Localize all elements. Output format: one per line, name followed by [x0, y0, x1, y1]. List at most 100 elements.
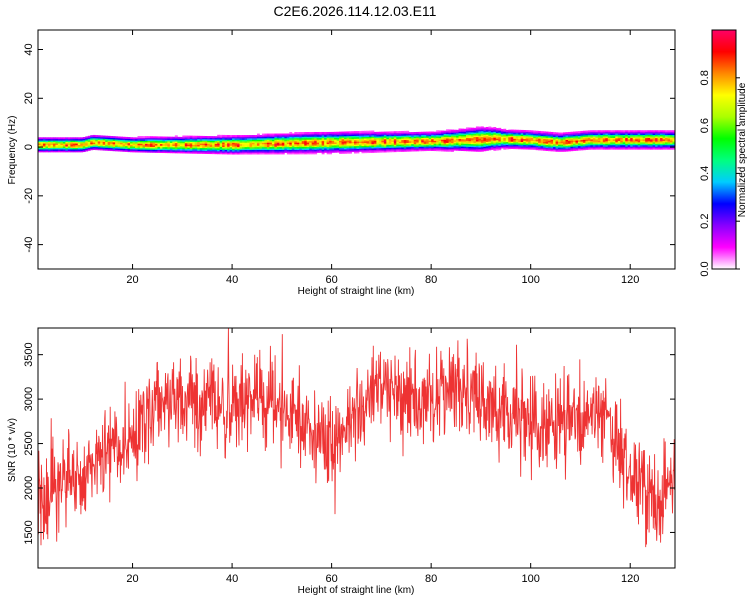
spectrogram-cell	[401, 147, 405, 149]
spectrogram-cell	[164, 146, 168, 149]
spectrogram-cell	[147, 149, 151, 152]
spectrogram-cell	[446, 133, 449, 136]
spectrogram-cell	[105, 143, 109, 145]
spectrogram-cell	[617, 140, 621, 143]
spectrogram-cell	[291, 152, 295, 155]
spectrogram-cell	[625, 144, 629, 147]
spectrogram-cell	[117, 140, 121, 143]
spectrogram-cell	[164, 151, 168, 154]
spectrogram-cell	[38, 143, 41, 146]
spectrogram-cell	[356, 138, 360, 141]
spectrogram-cell	[667, 134, 671, 137]
spectrogram-cell	[144, 140, 148, 143]
spectrogram-cell	[406, 141, 410, 143]
spectrogram-cell	[630, 131, 634, 134]
spectrogram-cell	[520, 132, 524, 135]
spectrogram-cell	[495, 145, 499, 148]
spectrogram-cell	[301, 142, 305, 145]
spectrogram-cell	[635, 134, 639, 137]
spectrogram-cell	[413, 132, 417, 134]
spectrogram-cell	[463, 143, 467, 146]
spectrogram-cell	[62, 146, 66, 148]
spectrogram-cell	[595, 140, 599, 143]
spectrogram-cell	[301, 152, 305, 155]
spectrogram-cell	[192, 144, 196, 147]
spectrogram-cell	[545, 141, 549, 144]
spectrogram-cell	[463, 146, 467, 149]
spectrogram-cell	[82, 150, 86, 153]
spectrogram-cell	[540, 135, 544, 138]
spectrogram-cell	[473, 143, 477, 146]
spectrogram-cell	[55, 138, 59, 141]
spectrogram-cell	[535, 138, 539, 140]
spectrogram-cell	[112, 143, 116, 146]
spectrogram-cell	[311, 146, 315, 149]
spectrogram-cell	[299, 133, 303, 136]
spectrogram-cell	[204, 152, 208, 154]
spectrogram-cell	[324, 131, 328, 134]
spectrogram-cell	[354, 145, 357, 148]
spectrogram-cell	[416, 142, 420, 145]
spectrogram-cell	[247, 142, 250, 145]
spectrogram-cell	[528, 143, 532, 146]
spectrogram-cell	[100, 135, 104, 138]
spectrogram-cell	[316, 150, 320, 153]
spectrogram-cell	[60, 140, 64, 143]
spectrogram-cell	[366, 146, 370, 149]
spectrogram-cell	[632, 139, 636, 141]
spectrogram-cell	[401, 142, 405, 145]
spectrogram-cell	[488, 148, 492, 151]
spectrogram-cell	[162, 149, 166, 152]
spectrogram-cell	[590, 134, 594, 137]
spectrogram-cell	[229, 136, 233, 139]
spectrogram-cell	[154, 150, 158, 153]
spectrogram-cell	[543, 148, 547, 151]
spectrogram-cell	[316, 133, 320, 136]
spectrogram-cell	[100, 138, 104, 141]
spectrogram-cell	[528, 138, 532, 141]
spectrogram-cell	[647, 136, 651, 138]
spectrogram-cell	[326, 136, 330, 139]
spectrogram-cell	[366, 151, 370, 154]
spectrogram-cell	[396, 136, 400, 139]
spectrogram-cell	[423, 134, 427, 137]
spectrogram-cell	[256, 142, 260, 145]
spectrogram-cell	[660, 137, 663, 140]
spectrogram-cell	[65, 149, 69, 151]
spectrogram-cell	[319, 142, 323, 145]
spectrogram-cell	[127, 140, 131, 142]
spectrogram-cell	[234, 138, 238, 140]
spectrogram-cell	[433, 147, 437, 150]
spectrogram-cell	[137, 143, 141, 146]
spectrogram-cell	[645, 130, 649, 133]
spectrogram-cell	[555, 141, 559, 144]
spectrogram-cell	[336, 147, 340, 150]
spectrogram-cell	[558, 150, 561, 152]
spectrogram-cell	[97, 148, 101, 151]
spectrogram-cell	[344, 137, 347, 140]
spectrogram-cell	[140, 150, 143, 153]
spectrogram-cell	[538, 141, 542, 144]
spectrogram-cell	[354, 139, 357, 142]
spectrogram-cell	[461, 130, 464, 132]
spectrogram-cell	[296, 149, 300, 152]
spectrogram-cell	[214, 136, 218, 139]
spectrogram-cell	[266, 139, 270, 142]
spectrogram-cell	[172, 149, 176, 152]
spectrogram-cell	[553, 143, 556, 146]
spectrogram-cell	[184, 148, 188, 151]
snr-x-tick-label: 20	[126, 573, 138, 585]
spectrogram-cell	[189, 138, 193, 141]
spectrogram-cell	[600, 136, 604, 138]
spectrogram-cell	[590, 133, 594, 136]
spectrogram-cell	[334, 140, 337, 143]
spectrogram-cell	[575, 134, 579, 137]
spectrogram-cell	[622, 141, 626, 144]
spectrogram-cell	[568, 146, 571, 149]
spectrogram-cell	[77, 146, 81, 148]
spectrogram-cell	[398, 133, 402, 136]
spectrogram-cell	[110, 141, 114, 144]
spectrogram-cell	[436, 144, 440, 147]
spectrogram-cell	[483, 134, 487, 137]
spectrogram-cell	[418, 133, 422, 136]
